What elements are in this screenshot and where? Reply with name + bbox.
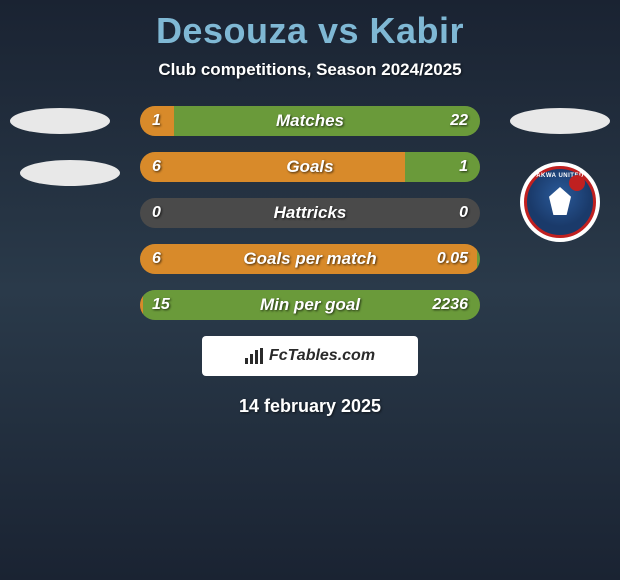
stat-row: 6 Goals per match 0.05	[140, 244, 480, 274]
stat-value-left: 6	[152, 244, 161, 274]
stat-bar-right	[143, 290, 480, 320]
stat-bar-right	[405, 152, 480, 182]
stat-value-right: 0.05	[437, 244, 468, 274]
stat-value-right: 0	[459, 198, 468, 228]
stat-bar-right	[477, 244, 480, 274]
page-subtitle: Club competitions, Season 2024/2025	[0, 60, 620, 80]
stat-label: Hattricks	[140, 198, 480, 228]
stat-value-left: 6	[152, 152, 161, 182]
stats-area: AKWA UNITED 1 Matches 22 6 Goals 1 0 Hat…	[0, 106, 620, 320]
bar-chart-icon	[245, 348, 265, 364]
stat-value-left: 1	[152, 106, 161, 136]
club-badge-label: AKWA UNITED	[527, 173, 593, 179]
attribution-label: FcTables.com	[269, 347, 375, 365]
attribution-box[interactable]: FcTables.com	[202, 336, 418, 376]
stat-value-left: 15	[152, 290, 170, 320]
stat-bar-right	[174, 106, 480, 136]
stat-bar-left	[140, 152, 405, 182]
page-title: Desouza vs Kabir	[0, 0, 620, 52]
player-right-badge-1	[510, 108, 610, 134]
stat-value-right: 2236	[432, 290, 468, 320]
player-left-badge-2	[20, 160, 120, 186]
player-left-badge-1	[10, 108, 110, 134]
stat-row: 6 Goals 1	[140, 152, 480, 182]
player-right-club-badge: AKWA UNITED	[520, 162, 600, 242]
stat-value-right: 22	[450, 106, 468, 136]
date-label: 14 february 2025	[0, 396, 620, 417]
stat-row: 0 Hattricks 0	[140, 198, 480, 228]
stat-row: 1 Matches 22	[140, 106, 480, 136]
stat-bar-left	[140, 244, 477, 274]
stat-value-right: 1	[459, 152, 468, 182]
stat-value-left: 0	[152, 198, 161, 228]
stat-row: 15 Min per goal 2236	[140, 290, 480, 320]
